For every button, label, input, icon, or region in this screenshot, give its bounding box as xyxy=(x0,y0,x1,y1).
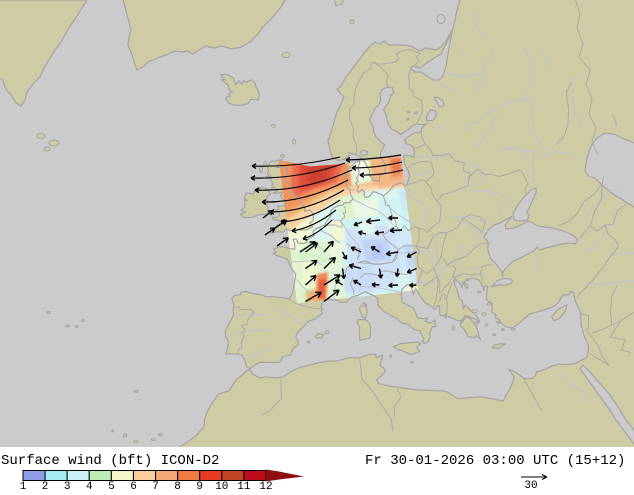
svg-text:2: 2 xyxy=(42,481,49,490)
svg-text:3: 3 xyxy=(64,481,71,490)
svg-text:Surface wind (bft) ICON-D2: Surface wind (bft) ICON-D2 xyxy=(1,453,219,469)
svg-text:1: 1 xyxy=(20,481,27,490)
svg-text:30: 30 xyxy=(524,480,537,490)
svg-text:4: 4 xyxy=(86,481,93,490)
svg-text:8: 8 xyxy=(174,481,181,490)
svg-text:7: 7 xyxy=(152,481,159,490)
svg-text:10: 10 xyxy=(215,481,228,490)
svg-text:9: 9 xyxy=(196,481,203,490)
svg-text:11: 11 xyxy=(237,481,251,490)
svg-text:6: 6 xyxy=(130,481,137,490)
svg-text:Fr 30-01-2026 03:00 UTC (15+12: Fr 30-01-2026 03:00 UTC (15+12) xyxy=(365,453,625,469)
svg-text:5: 5 xyxy=(108,481,115,490)
svg-text:12: 12 xyxy=(259,481,272,490)
